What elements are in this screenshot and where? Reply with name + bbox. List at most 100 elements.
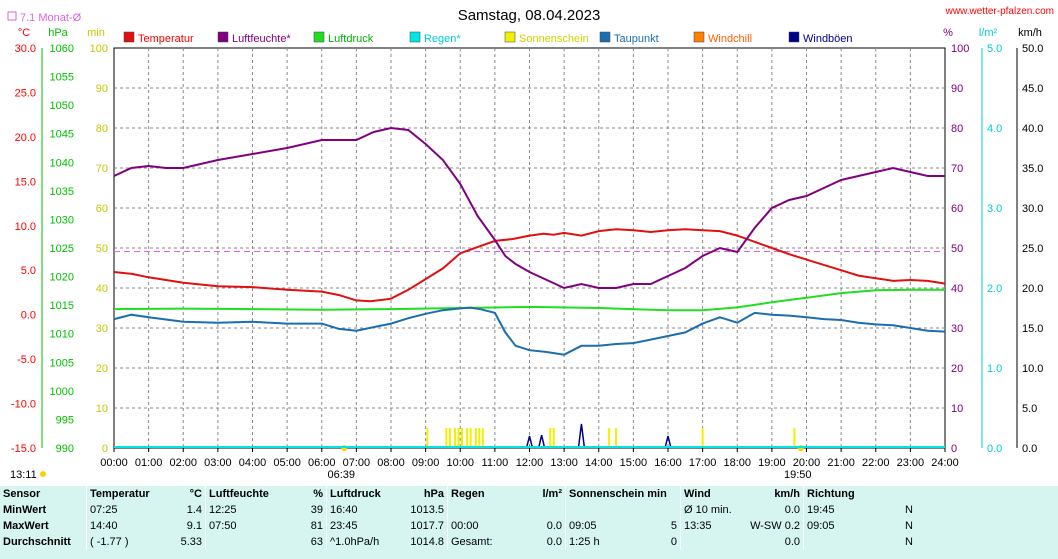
gust-peak [537,435,546,449]
cell: ( -1.77 ) [86,534,171,550]
moon-time-label: 13:11 [10,469,37,481]
chart-axes: 00:00 01:00 02:00 03:00 04:00 05:00 06:00 07:00… [10,27,1043,481]
hdr-press-unit: hPa [423,488,444,500]
cell: Gesamt: [447,534,519,550]
cell: 0.0 [784,536,800,548]
pressure-axis-tick-label: 990 [56,443,74,455]
legend-swatch [788,31,800,43]
sun-axis-tick-label: 70 [96,163,108,175]
temp-axis-tick-label: 0.0 [21,310,36,322]
chart-grid [113,47,946,449]
monthly-avg-icon [7,11,17,21]
sunshine-bar [478,428,481,448]
humidity-line [113,126,945,290]
x-tick-label: 22:00 [862,457,890,469]
humidity-axis-tick-label: 70 [951,163,963,175]
wind-axis-tick-label: 25.0 [1022,243,1043,255]
cell [803,534,880,550]
wind-axis-tick-label: 5.0 [1022,403,1037,415]
humidity-axis-unit-label: % [943,27,953,39]
humidity-axis-tick-label: 60 [951,203,963,215]
sunshine-bar [445,428,448,448]
stats-table: Sensor Temperatur °C Luftfeuchte % Luftd… [0,486,1058,559]
rain-axis-tick-label: 3.0 [987,203,1002,215]
x-tick-label: 10:00 [446,457,474,469]
temp-axis-tick-label: -15.0 [11,443,36,455]
cell: 5 [670,520,677,532]
hdr-hum-unit: % [313,488,323,500]
weather-chart: 00:00 01:00 02:00 03:00 04:00 05:00 06:00 07:00… [7,6,1054,481]
cell: 23:45 [326,518,401,534]
hdr-rain-unit: l/m² [542,488,562,500]
sunshine-bar [615,428,618,448]
gust-peak [664,435,672,449]
sun-axis-tick-label: 80 [96,123,108,135]
cell: 1014.8 [410,536,444,548]
legend-label: Temperatur [138,33,194,45]
sunshine-bar [460,428,463,448]
pressure-line [113,288,945,312]
row-label: Durchschnitt [3,536,71,548]
pressure-axis-tick-label: 1025 [50,243,74,255]
humidity-axis-tick-label: 40 [951,283,963,295]
chart-plot [113,126,946,449]
source-link[interactable]: www.wetter-pfalzen.com [945,6,1054,17]
wind-axis-tick-label: 50.0 [1022,43,1043,55]
temp-axis-unit-label: °C [18,27,30,39]
x-tick-label: 23:00 [897,457,925,469]
wind-axis-tick-label: 45.0 [1022,83,1043,95]
cell: 0.0 [546,536,562,548]
pressure-axis-tick-label: 1010 [50,329,74,341]
x-tick-label: 17:00 [689,457,717,469]
cell: 9.1 [186,520,202,532]
sunshine-bar [793,428,796,448]
gust-peak [525,435,534,449]
rain-axis-tick-label: 0.0 [987,443,1002,455]
x-tick-label: 04:00 [239,457,267,469]
legend-swatch [504,31,516,43]
sunshine-bar [454,428,457,448]
cell: 0.0 [784,504,800,516]
humidity-axis-tick-label: 0 [951,443,957,455]
x-tick-label: 13:00 [550,457,578,469]
stats-row-avg: Durchschnitt ( -1.77 ) 5.33 63 ^1.0hPa/h… [0,534,916,550]
hdr-pressure: Luftdruck [326,486,401,502]
hdr-sensor: Sensor [3,488,41,500]
moon-marker [40,471,46,477]
humidity-axis-tick-label: 100 [951,43,969,55]
cell [205,534,294,550]
wind-axis-tick-label: 20.0 [1022,283,1043,295]
humidity-axis-tick-label: 90 [951,83,963,95]
humidity-axis-tick-label: 30 [951,323,963,335]
hdr-temp-unit: °C [189,488,202,500]
hdr-sunshine: Sonnenschein min [565,486,681,502]
cell: W-SW 0.2 [750,520,800,532]
stats-header-row: Sensor Temperatur °C Luftfeuchte % Luftd… [0,486,916,502]
pressure-axis-tick-label: 1015 [50,300,74,312]
sun-axis-unit-label: min [87,27,105,39]
cell: 1017.7 [410,520,444,532]
rain-axis-tick-label: 4.0 [987,123,1002,135]
cell: Ø 10 min. [680,502,735,518]
sunshine-bar [608,428,611,448]
wind-axis-tick-label: 35.0 [1022,163,1043,175]
humidity-axis-tick-label: 10 [951,403,963,415]
row-label: MinWert [3,504,47,516]
humidity-axis-tick-label: 50 [951,243,963,255]
wind-axis-tick-label: 15.0 [1022,323,1043,335]
cell: 81 [310,520,323,532]
sun-axis-tick-label: 100 [90,43,108,55]
x-tick-label: 03:00 [204,457,232,469]
temp-axis-tick-label: 10.0 [15,221,36,233]
sunshine-bar [474,428,477,448]
cell [447,502,519,518]
cell: 07:25 [86,502,171,518]
cell: 13:35 [680,518,735,534]
x-tick-label: 15:00 [620,457,648,469]
sun-axis-tick-label: 20 [96,363,108,375]
temp-axis-tick-label: 5.0 [21,265,36,277]
hdr-temperature: Temperatur [86,486,171,502]
cell: 00:00 [447,518,519,534]
x-tick-label: 11:00 [482,457,509,469]
cell: 63 [310,536,323,548]
